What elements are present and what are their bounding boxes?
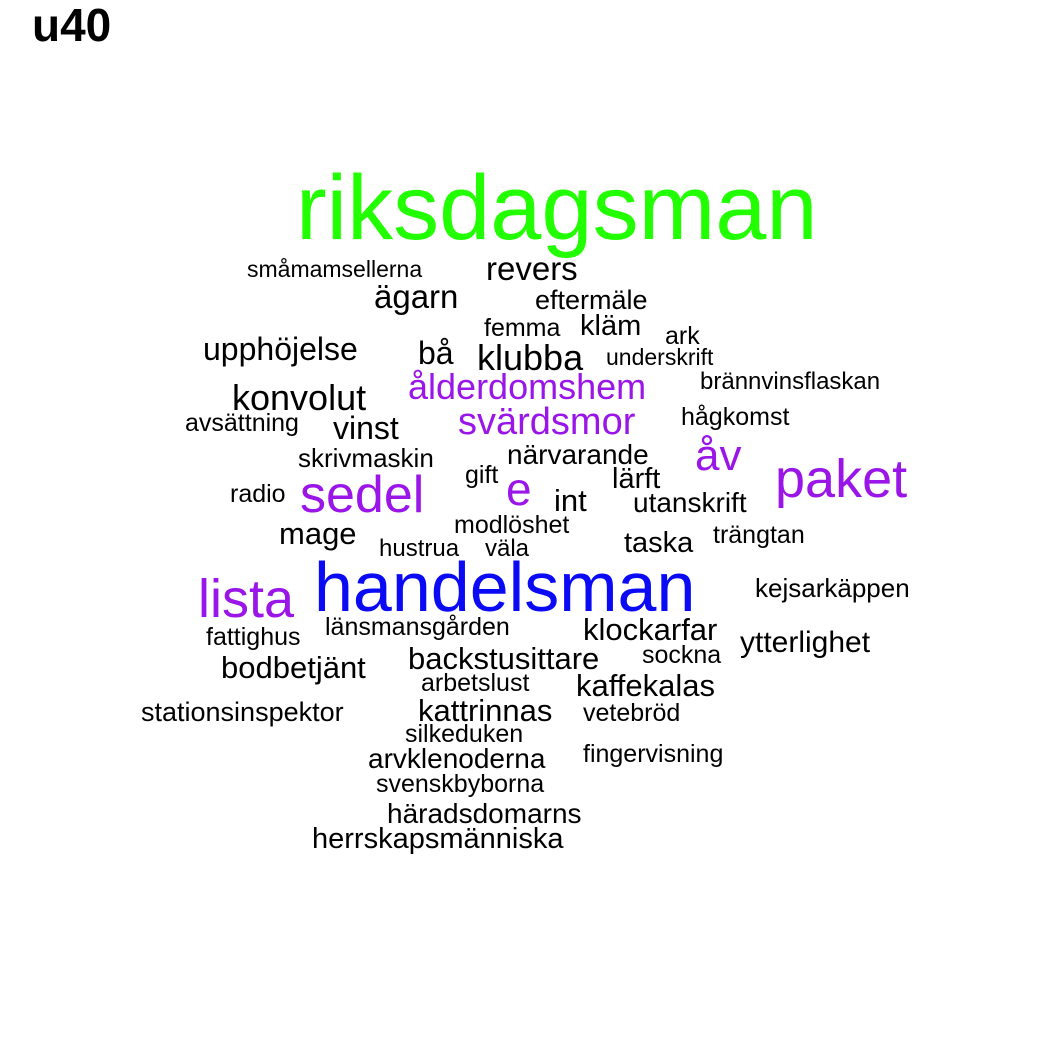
word-underskrift: underskrift xyxy=(606,344,714,370)
word-kejsarkappen: kejsarkäppen xyxy=(755,573,910,603)
word-avsattning: avsättning xyxy=(185,409,299,437)
word-svenskbyborna: svenskbyborna xyxy=(376,770,545,798)
word-smamamsellerna: småmamsellerna xyxy=(247,256,423,282)
word-revers: revers xyxy=(486,250,578,287)
word-femma: femma xyxy=(484,314,561,342)
word-utanskrift: utanskrift xyxy=(633,487,747,518)
word-ba: bå xyxy=(418,335,454,371)
word-kaffekalas: kaffekalas xyxy=(576,668,716,703)
word-kattrinnas: kattrinnas xyxy=(418,693,553,728)
word-handelsman: handelsman xyxy=(314,548,696,626)
word-riksdagsman: riksdagsman xyxy=(296,157,818,259)
word-int: int xyxy=(554,483,587,518)
word-agarn: ägarn xyxy=(374,278,459,315)
word-alderdomshem: ålderdomshem xyxy=(408,366,647,407)
word-modloshet: modlöshet xyxy=(454,511,570,539)
word-klam: kläm xyxy=(580,310,642,342)
word-upphojelse: upphöjelse xyxy=(203,331,358,367)
word-taska: taska xyxy=(624,527,694,559)
word-fattighus: fattighus xyxy=(206,623,301,651)
word-backstusittare: backstusittare xyxy=(408,641,600,676)
word-av: åv xyxy=(695,431,742,480)
word-ark: ark xyxy=(665,322,700,350)
word-lista: lista xyxy=(198,569,295,629)
word-haradsdomarns: häradsdomarns xyxy=(387,798,582,829)
word-trangtan: trängtan xyxy=(713,521,805,549)
word-gift: gift xyxy=(465,461,499,489)
word-herrskapsmanniska: herrskapsmänniska xyxy=(312,823,564,855)
word-arvklenoderna: arvklenoderna xyxy=(368,743,546,774)
word-sedel: sedel xyxy=(300,466,425,524)
word-paket: paket xyxy=(775,449,908,509)
word-eftermale: eftermäle xyxy=(535,285,648,315)
word-klockarfar: klockarfar xyxy=(583,612,718,647)
word-stationsinspektor: stationsinspektor xyxy=(141,697,344,727)
word-radio: radio xyxy=(230,480,286,508)
word-svardsmor: svärdsmor xyxy=(458,401,636,443)
word-silkeduken: silkeduken xyxy=(405,720,524,748)
page-title: u40 xyxy=(32,0,112,51)
word-narvarande: närvarande xyxy=(507,439,649,470)
word-mage: mage xyxy=(279,516,357,551)
word-lansmansgarden: länsmansgården xyxy=(325,613,510,641)
word-hagkomst: hågkomst xyxy=(681,403,790,431)
word-fingervisning: fingervisning xyxy=(583,740,724,768)
word-vetebrod: vetebröd xyxy=(583,699,681,727)
word-klubba: klubba xyxy=(477,337,584,378)
word-ytterlighet: ytterlighet xyxy=(740,626,871,659)
word-sockna: sockna xyxy=(642,641,722,669)
word-vinst: vinst xyxy=(333,410,399,446)
word-brannvinsflaskan: brännvinsflaskan xyxy=(700,368,881,395)
word-larft: lärft xyxy=(612,463,661,495)
word-konvolut: konvolut xyxy=(232,377,367,418)
word-skrivmaskin: skrivmaskin xyxy=(298,443,434,473)
word-hustrua: hustrua xyxy=(379,535,460,562)
word-vala: väla xyxy=(485,535,530,562)
word-arbetslust: arbetslust xyxy=(421,669,530,697)
word-e: e xyxy=(506,463,532,515)
word-bodbetjant: bodbetjänt xyxy=(221,650,366,685)
